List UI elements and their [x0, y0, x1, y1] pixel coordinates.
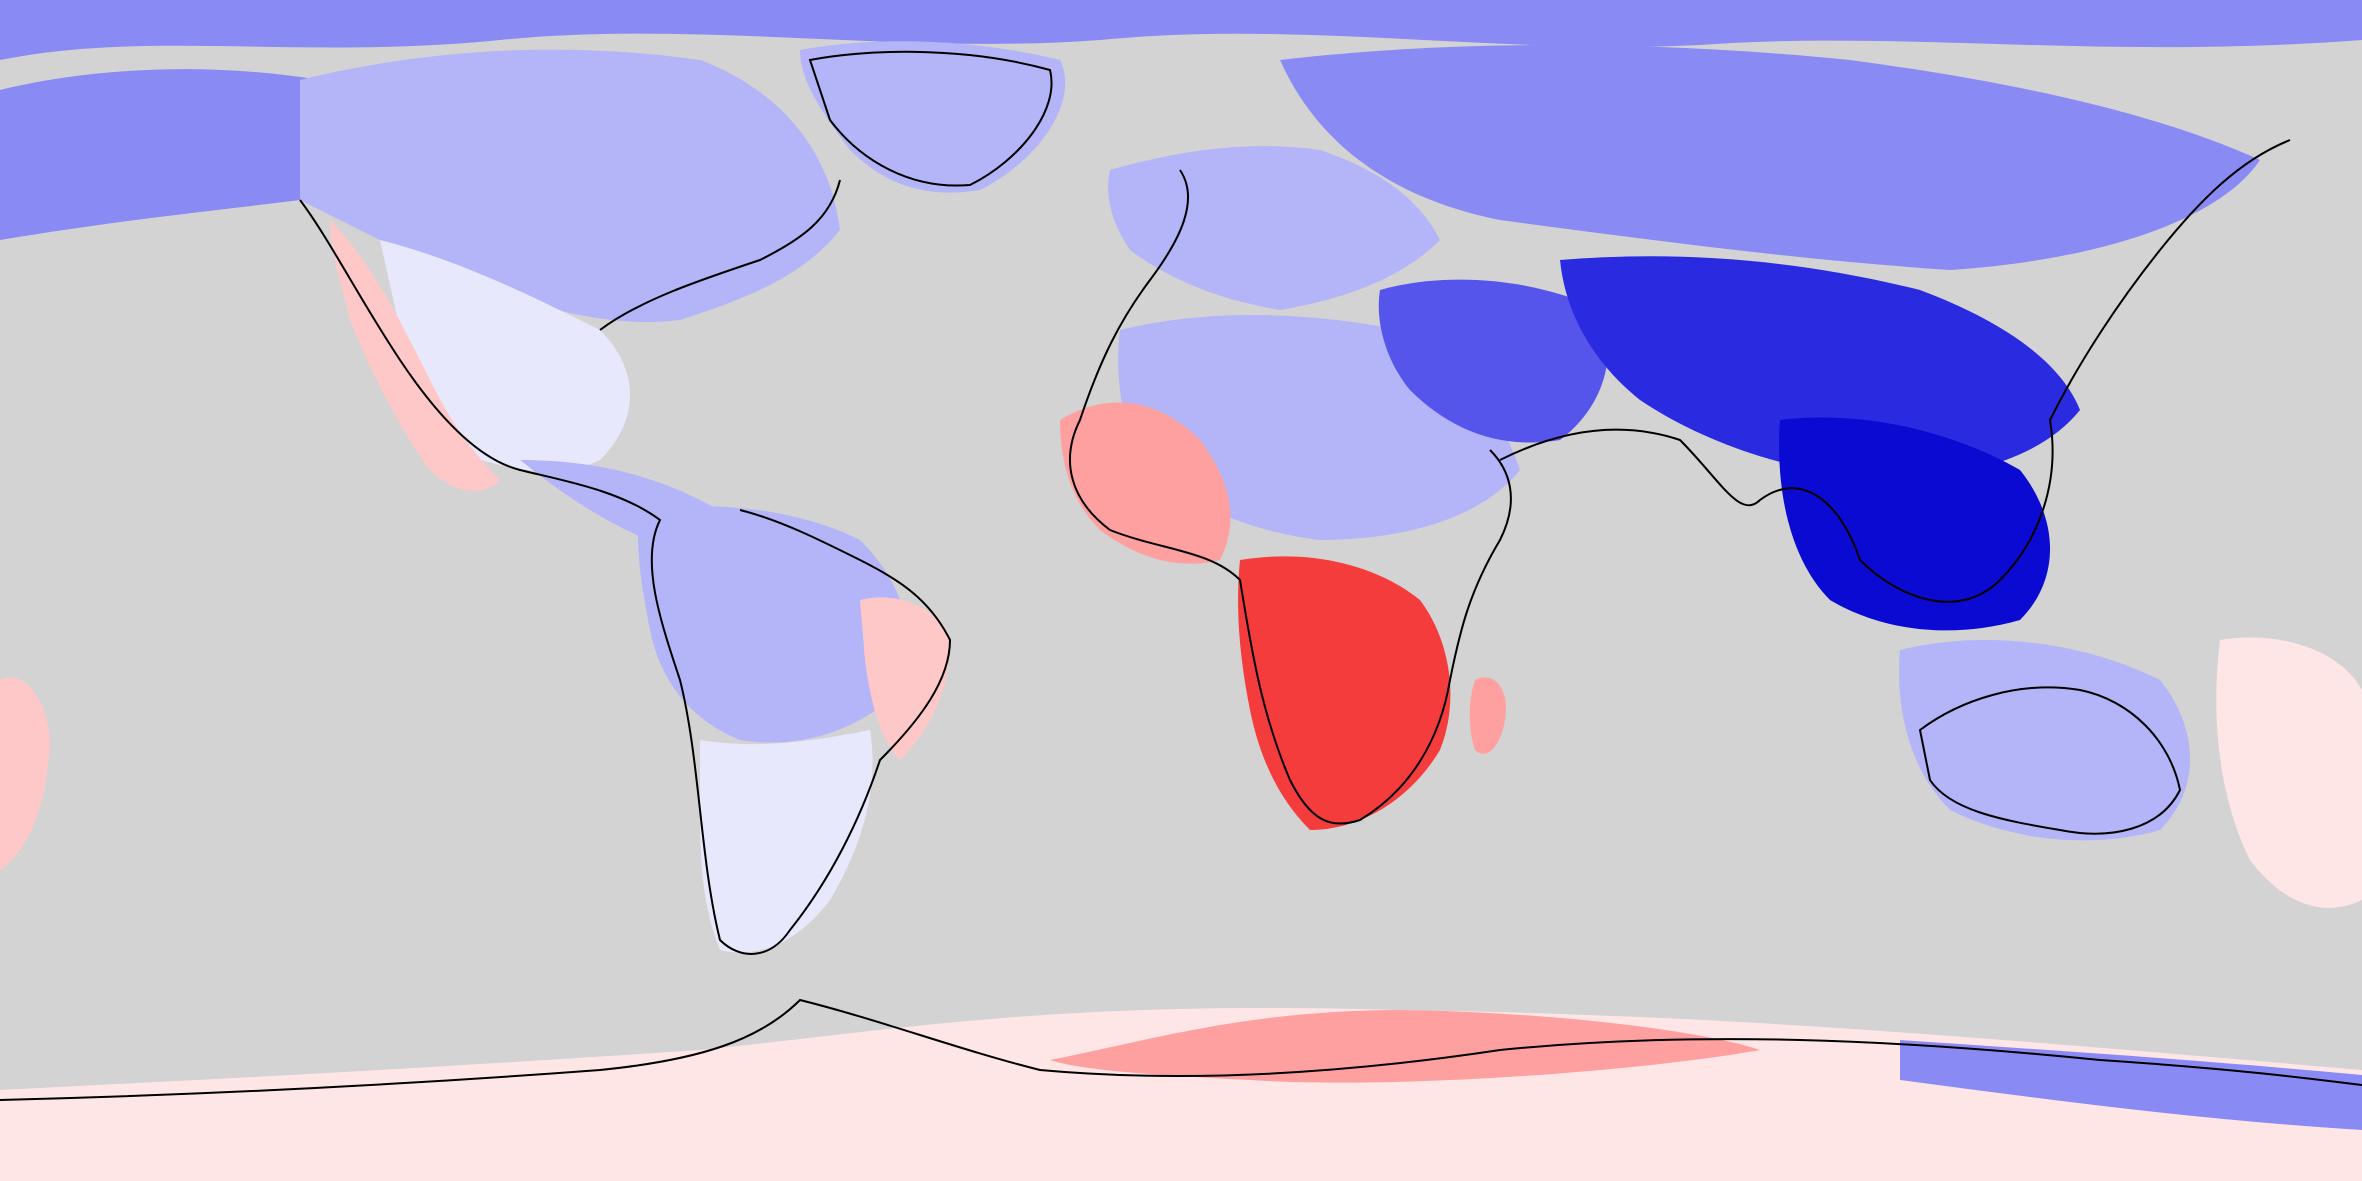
asia-coast [1499, 139, 2291, 603]
antarctica-coast [0, 998, 2362, 1101]
antarctic-band-east [0, 1008, 2362, 1181]
north-america-coast [299, 199, 952, 955]
east-coast-na [599, 179, 841, 331]
greenland-coast [808, 50, 1053, 187]
antarctic-anomaly [1050, 1010, 1760, 1083]
australia-coast [1918, 686, 2182, 835]
siberia [1280, 45, 2260, 270]
sa-south [700, 730, 873, 953]
europe [1108, 146, 1440, 310]
new-zealand [2216, 637, 2362, 908]
arctic-band [0, 0, 2362, 60]
canada-region [300, 49, 840, 322]
south-pacific-west [0, 677, 50, 870]
southern-africa [1238, 556, 1451, 830]
brazil-east [860, 597, 950, 760]
coastlines [0, 50, 2362, 1101]
na-west-coast [330, 220, 500, 491]
south-asia [1560, 256, 2080, 480]
sa-north [638, 506, 908, 743]
alaska-region [0, 69, 342, 240]
antarctic-west-cool [1900, 1040, 2362, 1130]
middle-east [1378, 279, 1608, 443]
southeast-asia [1779, 417, 2050, 631]
madagascar [1469, 677, 1506, 754]
australia [1899, 640, 2190, 841]
europe-africa-coast [1069, 169, 1512, 825]
